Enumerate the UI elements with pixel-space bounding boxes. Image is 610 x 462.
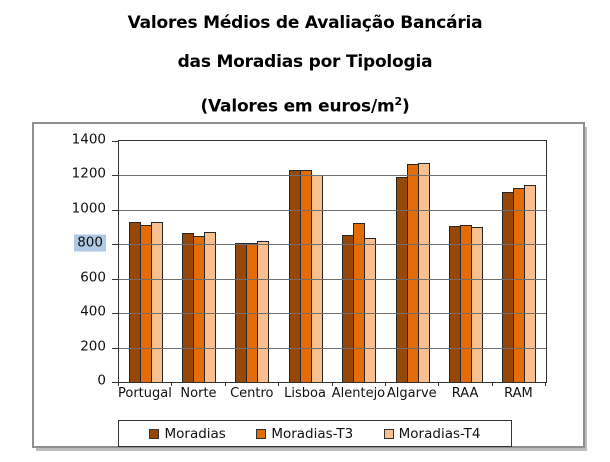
x-axis-label-alentejo: Alentejo	[331, 386, 386, 401]
x-tick-mark-7	[491, 382, 493, 386]
bar-raa-moradias-t4	[470, 227, 483, 382]
title-line3-superscript: 2	[394, 95, 402, 108]
y-tick-mark-200	[112, 347, 118, 349]
y-axis-label-0: 0	[97, 372, 106, 389]
bars-layer	[119, 141, 546, 382]
legend-label-moradias-t3: Moradias-T3	[271, 425, 354, 442]
y-tick-mark-1400	[112, 141, 118, 142]
bar-group-algarve	[386, 141, 439, 382]
y-axis-label-200: 200	[80, 338, 106, 355]
y-tick-mark-600	[112, 278, 118, 280]
bar-group-ram	[493, 141, 546, 382]
bar-group-portugal	[119, 141, 172, 382]
x-tick-mark-2	[224, 382, 226, 386]
legend-item-moradias-t4: Moradias-T4	[383, 425, 481, 442]
bar-ram-moradias-t4	[524, 184, 537, 382]
legend-item-moradias-t3: Moradias-T3	[256, 426, 353, 442]
y-axis-label-1000: 1000	[71, 200, 106, 217]
x-axis-label-ram: RAM	[504, 386, 533, 401]
gridline-1000	[119, 209, 546, 211]
y-axis-labels: 0 200 400 600 800 1000 1200 1400	[34, 132, 112, 389]
x-tick-mark-8	[545, 382, 546, 386]
x-tick-mark-1	[171, 382, 173, 386]
y-tick-mark-400	[112, 313, 118, 315]
x-axis-label-norte: Norte	[180, 386, 217, 401]
chart-frame: 0 200 400 600 800 1000 1200 1400 Portugal Norte C…	[32, 122, 585, 448]
x-tick-mark-0	[118, 382, 119, 386]
legend-label-moradias-t4: Moradias-T4	[398, 425, 481, 442]
y-tick-mark-1200	[112, 175, 118, 177]
bar-portugal-moradias-t4	[150, 221, 163, 382]
chart-title-line-2: das Moradias por Tipologia	[177, 52, 433, 72]
gridline-200	[119, 347, 546, 349]
x-axis-label-lisboa: Lisboa	[284, 386, 326, 401]
bar-group-raa	[439, 141, 492, 382]
bar-norte-moradias-t4	[204, 232, 217, 382]
y-axis-label-400: 400	[80, 303, 106, 320]
legend-label-moradias: Moradias	[164, 425, 226, 442]
gridline-800	[119, 244, 546, 246]
bar-group-lisboa	[279, 141, 332, 382]
x-axis-label-centro: Centro	[230, 386, 274, 401]
chart-title: Valores Médios de Avaliação Bancária das…	[0, 4, 610, 127]
legend: Moradias Moradias-T3 Moradias-T4	[118, 420, 512, 447]
x-tick-mark-6	[438, 382, 440, 386]
y-tick-mark-800	[112, 244, 118, 246]
legend-item-moradias: Moradias	[149, 425, 226, 442]
chart-title-line-3: (Valores em euros/m2)	[0, 82, 610, 127]
y-axis-label-1200: 1200	[71, 165, 106, 182]
gridline-400	[119, 313, 546, 315]
chart-title-line-1: Valores Médios de Avaliação Bancária	[127, 13, 483, 33]
x-tick-mark-3	[278, 382, 280, 386]
x-tick-mark-4	[331, 382, 333, 386]
title-line3-prefix: (Valores em euros/m	[200, 96, 395, 117]
bar-group-centro	[226, 141, 279, 382]
gridline-600	[119, 278, 546, 280]
bar-centro-moradias-t4	[257, 240, 270, 382]
y-tick-mark-1000	[112, 209, 118, 211]
legend-swatch-moradias-t4	[383, 428, 394, 439]
bar-algarve-moradias-t4	[417, 163, 430, 382]
y-tick-mark-0	[112, 382, 118, 383]
x-axis-label-raa: RAA	[451, 386, 479, 401]
x-axis-labels: Portugal Norte Centro Lisboa Alentejo Algarve…	[118, 386, 545, 401]
y-axis-label-800: 800	[74, 234, 106, 252]
y-axis-label-600: 600	[80, 269, 106, 286]
y-axis-label-1400: 1400	[71, 131, 106, 148]
x-axis-label-portugal: Portugal	[118, 386, 172, 401]
bar-group-norte	[172, 141, 225, 382]
plot-area	[112, 140, 547, 386]
legend-swatch-moradias-t3	[256, 428, 267, 439]
bar-group-alentejo	[333, 141, 386, 382]
bar-alentejo-moradias-t4	[364, 238, 377, 382]
gridline-1200	[119, 175, 546, 177]
title-line3-suffix: )	[401, 96, 410, 117]
x-axis-label-algarve: Algarve	[386, 386, 437, 401]
legend-swatch-moradias	[149, 428, 160, 439]
x-tick-mark-5	[384, 382, 386, 386]
